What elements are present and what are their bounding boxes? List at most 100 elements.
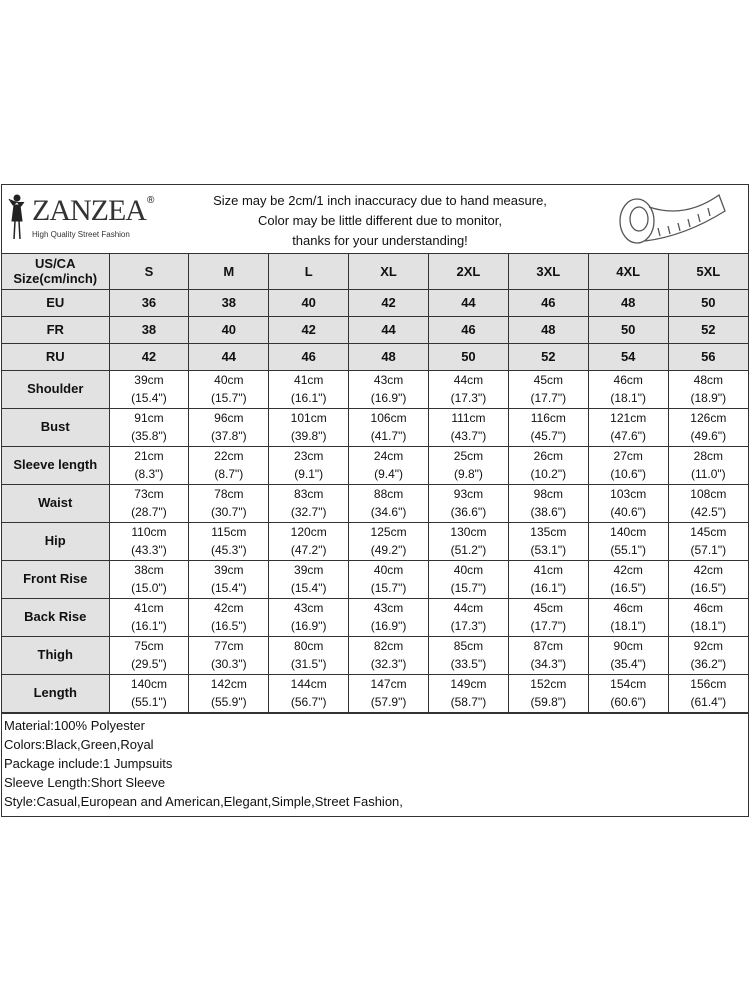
cell-text: 3XL [536,263,561,279]
value-cell: 44 [188,342,270,371]
cell-text: (59.8") [530,695,567,709]
note-line: Package include:1 Jumpsuits [4,755,173,771]
notice-text: Size may be 2cm/1 inch inaccuracy due to… [172,191,588,251]
cell-text: (55.9") [211,695,247,709]
value-cell: 44 [348,315,429,344]
cell-text: 111cm [451,411,486,425]
cell-text: (30.3") [211,657,247,671]
cell-text: (47.2") [290,543,327,557]
cell-text: (9.8") [453,467,483,481]
cell-text: 83cm [294,487,324,501]
value-cell: 50 [667,288,748,317]
cell-text: (10.2") [530,467,567,481]
measurement-cell: 88cm (34.6") [348,483,429,523]
measurement-cell: 38cm (15.0") [108,559,190,599]
measurement-cell: 39cm (15.4") [268,559,350,599]
cell-text: (36.2") [690,657,727,671]
cell-text: Front Rise [23,571,88,586]
measurement-row-bust: Bust 91cm (35.8") 96cm (37.8") 101cm (39.8") 10… [2,407,748,447]
cell-text: 42 [301,322,316,337]
measurement-cell: 42cm (16.5") [587,559,669,599]
chart-header: ZANZEA® High Quality Street Fashion Size… [2,185,748,254]
measurement-cell: 39cm (15.4") [108,369,190,409]
measurement-cell: 83cm (32.7") [268,483,350,523]
cell-text: (8.3") [134,467,164,481]
cell-text: (11.0") [690,467,726,481]
measurement-cell: 73cm (28.7") [108,483,190,523]
cell-text: 50 [701,295,716,310]
cell-text: Thigh [37,647,73,662]
cell-text: 116cm [530,411,566,425]
notice-line: Size may be 2cm/1 inch inaccuracy due to… [213,193,547,208]
brand-line: ZANZEA® [32,195,154,227]
cell-text: 25cm [453,449,484,463]
cell-text: 44cm [453,373,484,387]
cell-text: (47.6") [610,429,646,443]
cell-text: (34.3") [530,657,567,671]
brand-name: ZANZEA [32,194,147,227]
measurement-cell: 140cm (55.1") [108,673,190,713]
measurement-cell: 23cm (9.1") [268,445,350,485]
cell-text: 54 [620,349,636,364]
cell-text: 22cm [214,449,244,463]
value-cell: 50 [587,315,669,344]
cell-text: 85cm [453,639,484,653]
cell-text: (35.8") [131,429,167,443]
measurement-cell: 154cm (60.6") [587,673,669,713]
measurement-cell: 96cm (37.8") [188,407,270,447]
cell-text: 36 [141,295,157,310]
size-cell: 2XL [428,254,509,290]
cell-text: (16.5") [690,581,727,595]
cell-text: (18.1") [690,619,727,633]
note-line: Sleeve Length:Short Sleeve [4,774,166,790]
cell-text: (39.8") [290,429,327,443]
value-cell: 46 [507,288,589,317]
cell-text: 42cm [693,563,723,577]
cell-text: 5XL [696,263,721,279]
notice-line: thanks for your understanding! [292,233,468,248]
measurement-cell: 48cm (18.9") [667,369,748,409]
cell-text: (55.1") [131,695,167,709]
cell-text: 43cm [373,373,404,387]
measurement-cell: 43cm (16.9") [348,369,429,409]
measurement-cell: 41cm (16.1") [268,369,350,409]
row-label: Bust [2,407,110,447]
measurement-row-sleeve-length: Sleeve length 21cm (8.3") 22cm (8.7") 23cm (9.… [2,445,748,485]
cell-text: 52 [701,322,716,337]
cell-text: (18.9") [690,391,727,405]
cell-text: 40 [221,322,237,337]
measurement-cell: 147cm (57.9") [348,673,429,713]
cell-text: 126cm [690,411,727,425]
measurement-cell: 75cm (29.5") [108,635,190,675]
measurement-cell: 45cm (17.7") [507,597,589,637]
cell-text: 23cm [294,449,324,463]
cell-text: 98cm [533,487,563,501]
cell-text: 21cm [134,449,164,463]
cell-text: 145cm [690,525,727,539]
equivalent-row-eu: EU 36 38 40 42 44 46 48 50 [2,288,748,317]
cell-text: Shoulder [27,381,84,396]
brand-logo: ZANZEA® High Quality Street Fashion [6,193,156,245]
cell-text: (16.5") [211,619,247,633]
measurement-cell: 140cm (55.1") [587,521,669,561]
cell-text: Length [33,685,77,700]
cell-text: 82cm [373,639,404,653]
cell-text: (15.7") [370,581,407,595]
cell-text: 48cm [693,373,723,387]
value-cell: 48 [587,288,669,317]
cell-text: 44 [461,295,476,310]
measurement-cell: 39cm (15.4") [188,559,270,599]
cell-text: 4XL [616,263,641,279]
measurement-row-front-rise: Front Rise 38cm (15.0") 39cm (15.4") 39cm (15.… [2,559,748,599]
cell-text: (51.2") [450,543,487,557]
measurement-row-waist: Waist 73cm (28.7") 78cm (30.7") 83cm (32.7") 88… [2,483,748,523]
measurement-cell: 44cm (17.3") [428,597,509,637]
cell-text: 90cm [613,639,643,653]
cell-text: 140cm [130,677,167,691]
value-cell: 40 [188,315,270,344]
cell-text: 44cm [453,601,484,615]
size-cell: 5XL [667,254,748,290]
cell-text: FR [46,322,64,337]
measurement-cell: 108cm (42.5") [667,483,748,523]
cell-text: (41.7") [370,429,407,443]
